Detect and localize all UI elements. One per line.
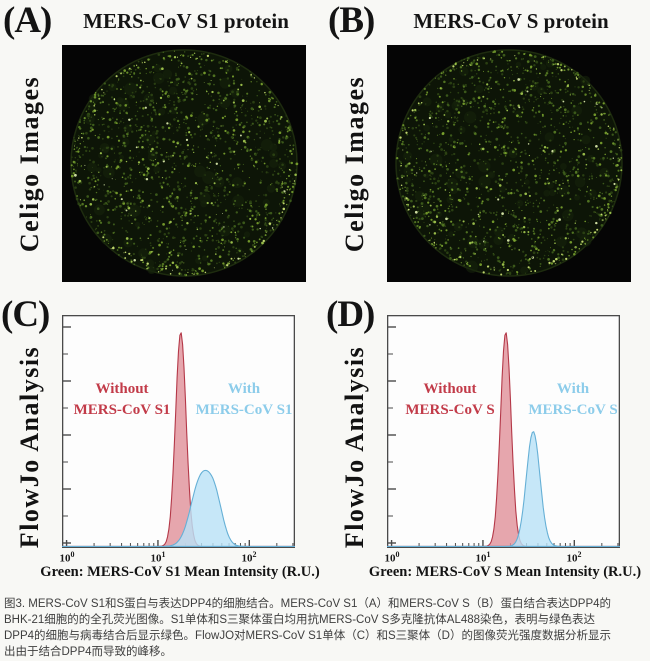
caption-line-2: BHK-21细胞的的全孔荧光图像。S1单体和S三聚体蛋白均用抗MERS-CoV … (4, 614, 596, 626)
c-xtick-10: 101 (150, 550, 166, 565)
panel-d-label: (D) (326, 294, 375, 335)
annotation-without-mers-cov-s1: Without MERS-CoV S1 (74, 379, 171, 421)
d-xtick-10: 101 (475, 550, 491, 565)
panel-c-side-label-text: FlowJo Analysis (15, 345, 44, 549)
annotation-line: With (227, 381, 261, 397)
annotation-line: MERS-CoV S1 (73, 402, 171, 418)
flow-histogram-d (387, 315, 620, 548)
d-x-axis-title: Green: MERS-CoV S Mean Intensity (R.U.) (368, 564, 642, 580)
d-xtick-100: 102 (566, 550, 582, 565)
d-xtick-1: 100 (384, 550, 400, 565)
celigo-well-image-a (62, 45, 306, 282)
annotation-line: Without (95, 381, 149, 397)
annotation-line: MERS-CoV S1 (195, 402, 293, 418)
annotation-without-mers-cov-s: Without MERS-CoV S (405, 379, 494, 421)
panel-a-title: MERS-CoV S1 protein (83, 9, 289, 33)
panel-b-side-label: Celigo Images (325, 45, 385, 282)
caption-line-4: 出由于结合DPP4而导致的峰移。 (4, 646, 173, 658)
annotation-with-mers-cov-s1: With MERS-CoV S1 (196, 379, 293, 421)
caption-line-1: 图3. MERS-CoV S1和S蛋白与表达DPP4的细胞结合。MERS-CoV… (4, 598, 612, 610)
panel-a-side-label: Celigo Images (0, 45, 60, 282)
annotation-line: MERS-CoV S (528, 402, 618, 418)
panel-b-title: MERS-CoV S protein (413, 9, 609, 33)
annotation-line: MERS-CoV S (405, 402, 495, 418)
panel-a-side-label-text: Celigo Images (15, 75, 45, 252)
c-xtick-1: 100 (59, 550, 75, 565)
panel-b-label: (B) (328, 0, 375, 41)
c-xtick-100: 102 (241, 550, 257, 565)
c-x-axis-title: Green: MERS-CoV S1 Mean Intensity (R.U.) (40, 564, 320, 580)
panel-d-side-label: FlowJo Analysis (325, 318, 385, 576)
flow-histogram-c (62, 315, 295, 548)
annotation-line: Without (423, 381, 477, 397)
figure-caption: 图3. MERS-CoV S1和S蛋白与表达DPP4的细胞结合。MERS-CoV… (4, 596, 648, 660)
panel-c-label: (C) (1, 294, 50, 335)
annotation-line: With (556, 381, 590, 397)
caption-line-3: DPP4的细胞与病毒结合后显示绿色。FlowJO对MERS-CoV S1单体（C… (4, 630, 611, 642)
annotation-with-mers-cov-s: With MERS-CoV S (528, 379, 617, 421)
celigo-well-image-b (387, 45, 631, 282)
panel-b-side-label-text: Celigo Images (340, 75, 370, 252)
panel-d-side-label-text: FlowJo Analysis (340, 345, 369, 549)
panel-c-side-label: FlowJo Analysis (0, 318, 60, 576)
panel-a-label: (A) (3, 0, 52, 41)
